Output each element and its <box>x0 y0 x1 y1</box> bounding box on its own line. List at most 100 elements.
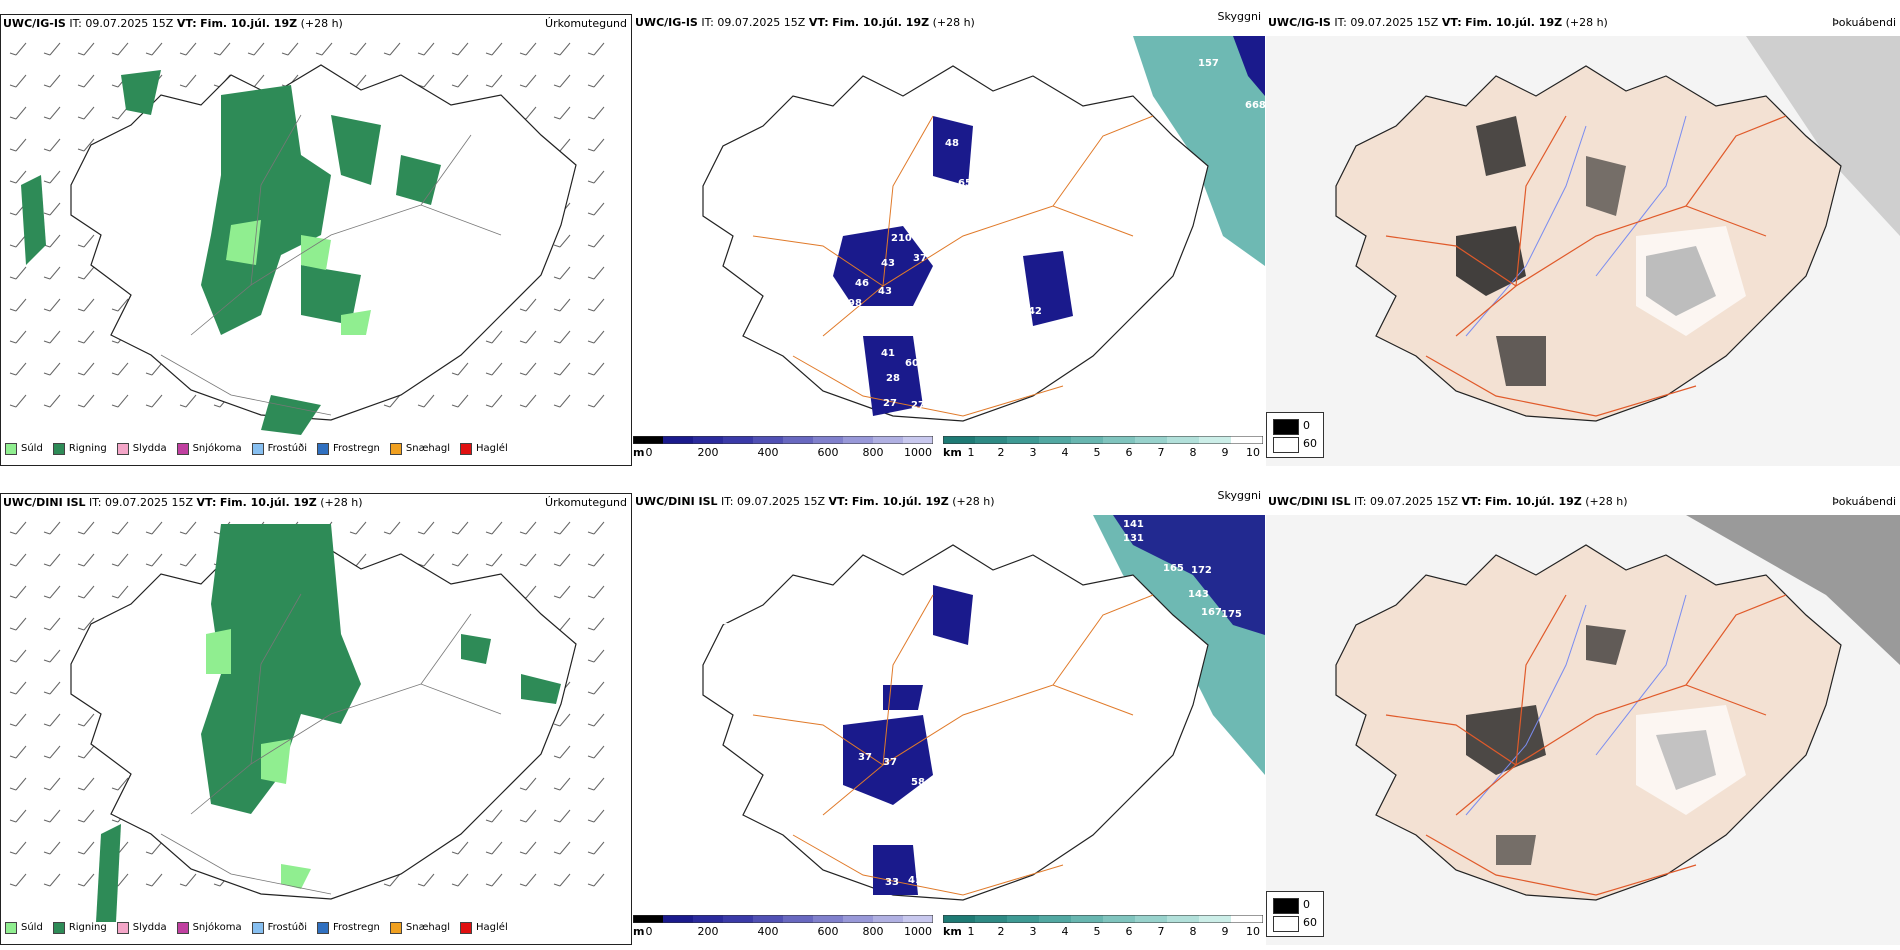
wind-barb <box>9 74 27 88</box>
tick-label: 5 <box>1093 446 1101 459</box>
legend-item: Frostúði <box>251 439 307 459</box>
vis-label: 157 <box>1198 58 1219 69</box>
wind-barb <box>77 553 95 567</box>
wind-barb <box>77 777 95 791</box>
wind-barb <box>145 873 163 887</box>
vis-label: 142 <box>1021 306 1042 317</box>
lead-time: (+28 h) <box>320 496 363 509</box>
fog-panel-top: UWC/IG-IS IT: 09.07.2025 15Z VT: Fim. 10… <box>1266 14 1900 466</box>
wind-barb <box>519 873 537 887</box>
wind-barb <box>519 394 537 408</box>
wind-barb <box>111 42 129 56</box>
it-value: 09.07.2025 15Z <box>85 17 174 30</box>
wind-barb <box>553 394 571 408</box>
it-label: IT: <box>1334 16 1347 29</box>
wind-barb <box>553 330 571 344</box>
wind-barb <box>145 42 163 56</box>
wind-barb <box>9 681 27 695</box>
vis-label: 33 <box>885 877 899 888</box>
low-cloud-areas <box>843 585 973 895</box>
vis-label: 65 <box>958 178 972 189</box>
wind-barb <box>587 873 605 887</box>
wind-barb <box>111 298 129 312</box>
rain-areas <box>96 524 561 922</box>
wind-barb <box>485 362 503 376</box>
wind-barb <box>451 841 469 855</box>
tick-label: 800 <box>862 446 884 459</box>
wind-barb <box>9 362 27 376</box>
wind-barb <box>9 873 27 887</box>
model-name: UWC/DINI ISL <box>635 495 718 508</box>
tick-label: 4 <box>1061 446 1069 459</box>
visibility-labels: 157 668 48 65 43 37 46 43 64 188 98 41 6… <box>773 58 1265 411</box>
tick-label: 3 <box>1029 925 1037 938</box>
wind-barb <box>145 362 163 376</box>
vis-label: 41 <box>908 875 922 886</box>
wind-barb <box>43 649 61 663</box>
vis-label: 172 <box>751 635 772 646</box>
wind-barb <box>485 394 503 408</box>
wind-barb <box>519 330 537 344</box>
wind-barb <box>587 106 605 120</box>
wind-barb <box>587 745 605 759</box>
wind-barb <box>43 553 61 567</box>
cloud-base-unit: m <box>633 925 645 938</box>
vis-label: 210 <box>891 233 912 244</box>
panel-title: Þokuábendi <box>1832 16 1896 29</box>
panel-title: Úrkomutegund <box>545 17 627 30</box>
fog-map <box>1266 36 1900 466</box>
wind-barb <box>519 42 537 56</box>
legend-item: Snjókoma <box>176 439 242 459</box>
cloud-base-unit: m <box>633 446 645 459</box>
vis-label: 37 <box>913 253 927 264</box>
sea-visibility <box>1133 36 1265 266</box>
vt-value: Fim. 10.júl. 19Z <box>832 16 930 29</box>
tick-label: 10 <box>1246 925 1260 938</box>
it-value: 09.07.2025 15Z <box>1370 495 1459 508</box>
wind-barb <box>9 394 27 408</box>
wind-barb <box>383 521 401 535</box>
panel-title: Þokuábendi <box>1832 495 1896 508</box>
road-network <box>1385 115 1787 417</box>
wind-barb <box>179 394 197 408</box>
wind-barb <box>451 74 469 88</box>
tick-label: 9 <box>1221 925 1229 938</box>
it-label: IT: <box>701 16 714 29</box>
wind-barb <box>213 42 231 56</box>
wind-barb <box>247 42 265 56</box>
legend-item: Haglél <box>460 918 508 938</box>
model-name: UWC/IG-IS <box>3 17 66 30</box>
legend-item: Frostregn <box>317 918 380 938</box>
vis-label: 27 <box>883 398 897 409</box>
wind-barb <box>451 42 469 56</box>
wind-barb <box>43 138 61 152</box>
wind-barb <box>43 394 61 408</box>
wind-barb <box>43 202 61 216</box>
wind-barb <box>553 777 571 791</box>
wind-barb <box>77 521 95 535</box>
visibility-colorbar: km 1 2 3 4 5 6 7 8 9 10 <box>943 915 1263 941</box>
wind-barb <box>519 298 537 312</box>
vt-value: Fim. 10.júl. 19Z <box>1484 495 1582 508</box>
wind-barb <box>553 585 571 599</box>
visibility-panel-bottom: UWC/DINI ISL IT: 09.07.2025 15Z VT: Fim.… <box>633 489 1265 945</box>
vis-label: 25 <box>773 158 787 169</box>
legend-item: Rigning <box>52 918 107 938</box>
vis-label: 167 <box>1201 607 1222 618</box>
wind-barb <box>43 521 61 535</box>
tick-label: 1000 <box>904 925 932 938</box>
legend-item: Snæhagl <box>389 918 450 938</box>
tick-label: 0 <box>645 925 653 938</box>
wind-barb <box>111 106 129 120</box>
drizzle-areas <box>206 629 311 889</box>
tick-label: 9 <box>1221 446 1229 459</box>
vis-label: 243 <box>1023 742 1044 753</box>
wind-barb <box>77 266 95 280</box>
vis-label: 46 <box>855 278 869 289</box>
wind-barb <box>77 394 95 408</box>
wind-barb <box>553 298 571 312</box>
wind-barb <box>383 42 401 56</box>
wind-barb <box>553 42 571 56</box>
wind-barb <box>9 298 27 312</box>
wind-barb <box>43 777 61 791</box>
